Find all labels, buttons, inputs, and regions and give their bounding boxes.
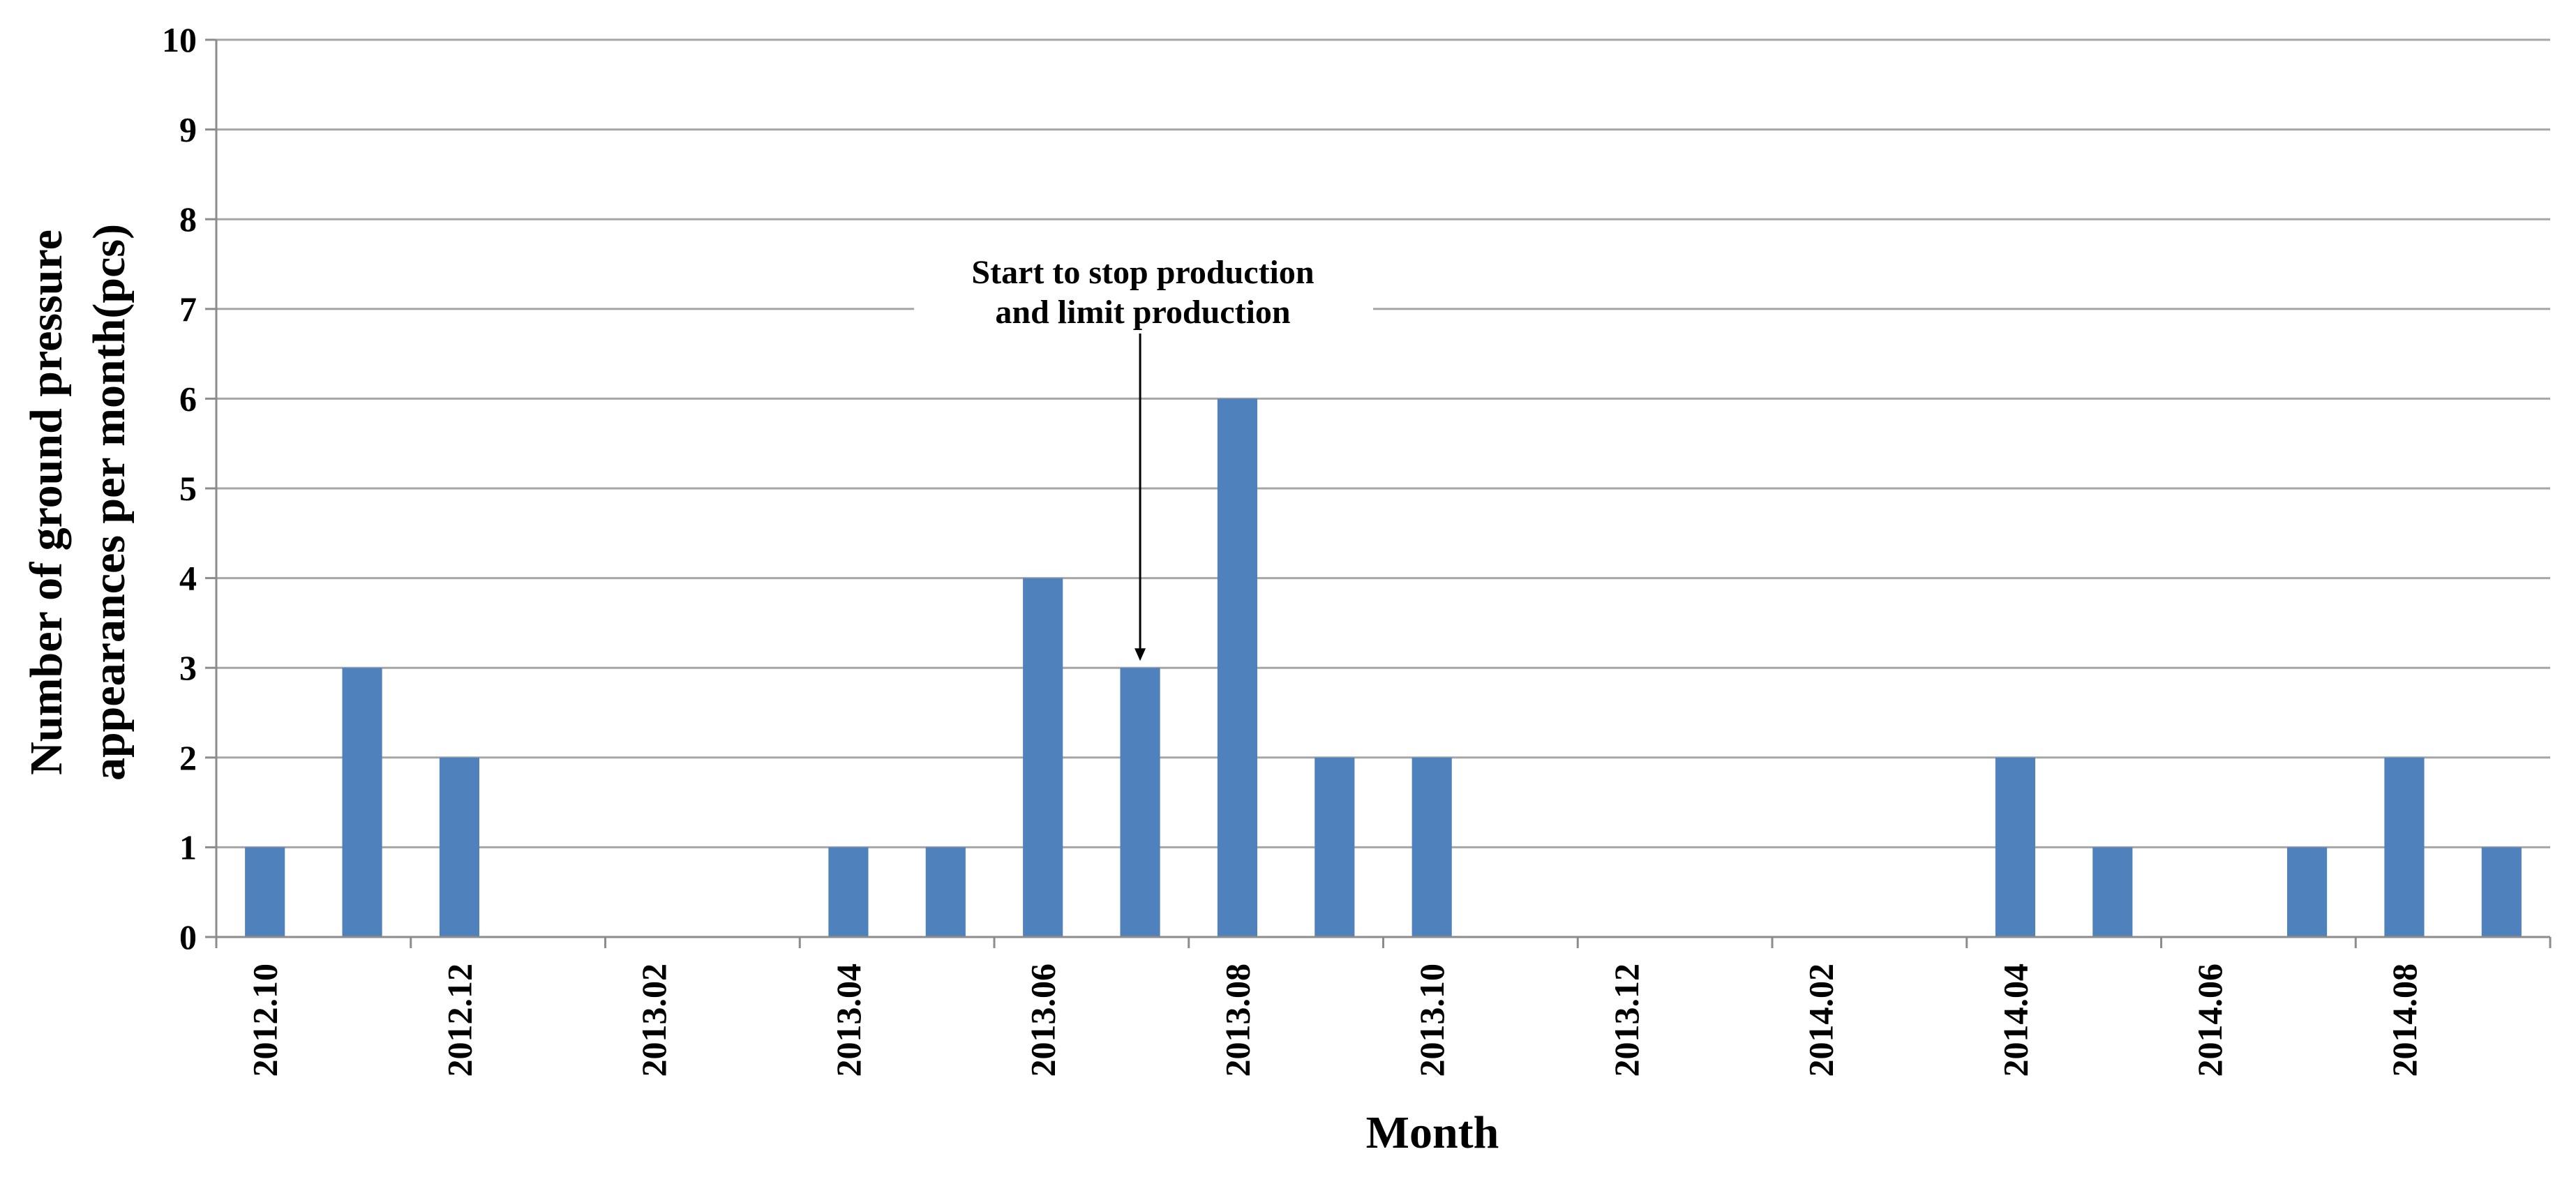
x-tick-label-2014.06: 2014.06 <box>2190 964 2229 1077</box>
y-tick-label-10: 10 <box>162 20 197 59</box>
x-tick-label-2014.04: 2014.04 <box>1995 964 2035 1077</box>
bar-2012.11 <box>342 668 382 937</box>
y-tick-label-4: 4 <box>179 559 197 598</box>
bar-2013.06 <box>1023 578 1063 937</box>
bar-2013.10 <box>1411 757 1452 937</box>
bar-2012.12 <box>439 757 480 937</box>
y-tick-label-9: 9 <box>179 110 197 149</box>
bar-2013.09 <box>1315 757 1355 937</box>
y-axis-title: Number of ground pressure appearances pe… <box>21 224 135 781</box>
y-tick-label-2: 2 <box>179 738 197 777</box>
bar-2014.09 <box>2481 847 2522 937</box>
y-tick-label-0: 0 <box>179 917 197 957</box>
axes <box>205 38 2552 948</box>
y-axis-title-line-1: Number of ground pressure <box>21 230 72 775</box>
bar-series <box>245 398 2522 937</box>
x-tick-label-2012.10: 2012.10 <box>246 964 285 1077</box>
bar-2014.08 <box>2384 757 2425 937</box>
bar-2014.07 <box>2286 847 2328 937</box>
bar-2014.05 <box>2092 847 2133 937</box>
x-tick-label-2013.04: 2013.04 <box>829 964 868 1077</box>
bar-2014.04 <box>1995 757 2036 937</box>
annotation-line-2: and limit production <box>995 294 1290 331</box>
y-tick-label-3: 3 <box>179 648 197 687</box>
y-tick-label-5: 5 <box>179 469 197 508</box>
bar-2012.10 <box>245 847 285 937</box>
bar-2013.07 <box>1120 668 1160 937</box>
y-axis-title-line-2: appearances per month(pcs) <box>84 224 135 781</box>
annotation-line-1: Start to stop production <box>971 254 1314 291</box>
x-tick-label-2013.02: 2013.02 <box>634 964 673 1077</box>
annotation: Start to stop production and limit produ… <box>914 254 1373 661</box>
x-axis-tick-labels: 2012.10 2012.12 2013.02 2013.04 2013.06 2013.… <box>246 964 2424 1077</box>
annotation-arrowhead <box>1135 648 1146 661</box>
x-axis-title: Month <box>1366 1107 1499 1158</box>
x-tick-label-2014.02: 2014.02 <box>1802 964 1841 1077</box>
x-tick-label-2013.08: 2013.08 <box>1218 964 1257 1077</box>
y-tick-label-8: 8 <box>179 200 197 239</box>
bar-2013.04 <box>828 847 869 937</box>
y-axis-tick-labels: 0 1 2 3 4 5 6 7 8 9 10 <box>162 20 197 957</box>
x-tick-label-2013.12: 2013.12 <box>1607 964 1646 1077</box>
bar-2013.08 <box>1217 398 1258 937</box>
y-tick-label-6: 6 <box>179 379 197 418</box>
bar-2013.05 <box>925 847 966 937</box>
x-tick-label-2014.08: 2014.08 <box>2385 964 2424 1077</box>
x-tick-label-2012.12: 2012.12 <box>440 964 479 1077</box>
gridlines <box>216 38 2550 848</box>
x-tick-label-2013.06: 2013.06 <box>1024 964 1063 1077</box>
y-tick-label-1: 1 <box>179 827 197 867</box>
y-tick-label-7: 7 <box>179 290 197 329</box>
x-tick-label-2013.10: 2013.10 <box>1412 964 1451 1077</box>
